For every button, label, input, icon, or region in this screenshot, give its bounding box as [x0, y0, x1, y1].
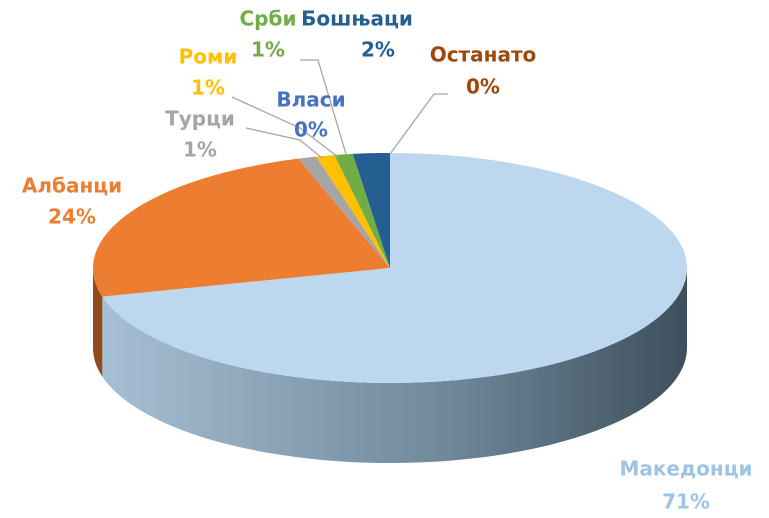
leader-line [231, 96, 339, 158]
slice-label-name: Бошњаци [301, 7, 413, 31]
leader-line [300, 59, 347, 155]
slice [316, 155, 390, 268]
slice-label-name: Срби [240, 7, 297, 31]
leader-line [245, 127, 323, 159]
slice [298, 156, 390, 268]
slice [352, 153, 390, 268]
pie-tops [93, 153, 687, 383]
labels: Македонци 71% Албанци 24% Турци 1% Роми 1% Власи… [22, 7, 753, 514]
slice-label-name: Останато [430, 43, 537, 67]
slice-label-name: Роми [179, 45, 238, 69]
slice-label-value: 24% [48, 205, 96, 229]
slice-label-value: 1% [251, 38, 285, 62]
leader-lines [231, 59, 448, 159]
slice [102, 153, 687, 383]
pie-sides [93, 268, 687, 463]
slice-label-value: 0% [294, 118, 328, 142]
slice-label-name: Турци [165, 107, 235, 131]
slice-label-name: Македонци [619, 457, 752, 481]
slice-label-name: Власи [276, 88, 345, 112]
slice-side [102, 268, 687, 463]
slice-label-value: 1% [191, 76, 225, 100]
slice [334, 153, 390, 268]
slice-label-value: 0% [466, 75, 500, 99]
slice-label-value: 2% [361, 38, 395, 62]
slice [93, 158, 391, 297]
slice-label-value: 1% [183, 138, 217, 162]
slice-label-name: Албанци [22, 174, 122, 198]
slice-side [93, 268, 103, 377]
slice-label-value: 71% [662, 490, 710, 514]
leader-line [389, 93, 448, 155]
